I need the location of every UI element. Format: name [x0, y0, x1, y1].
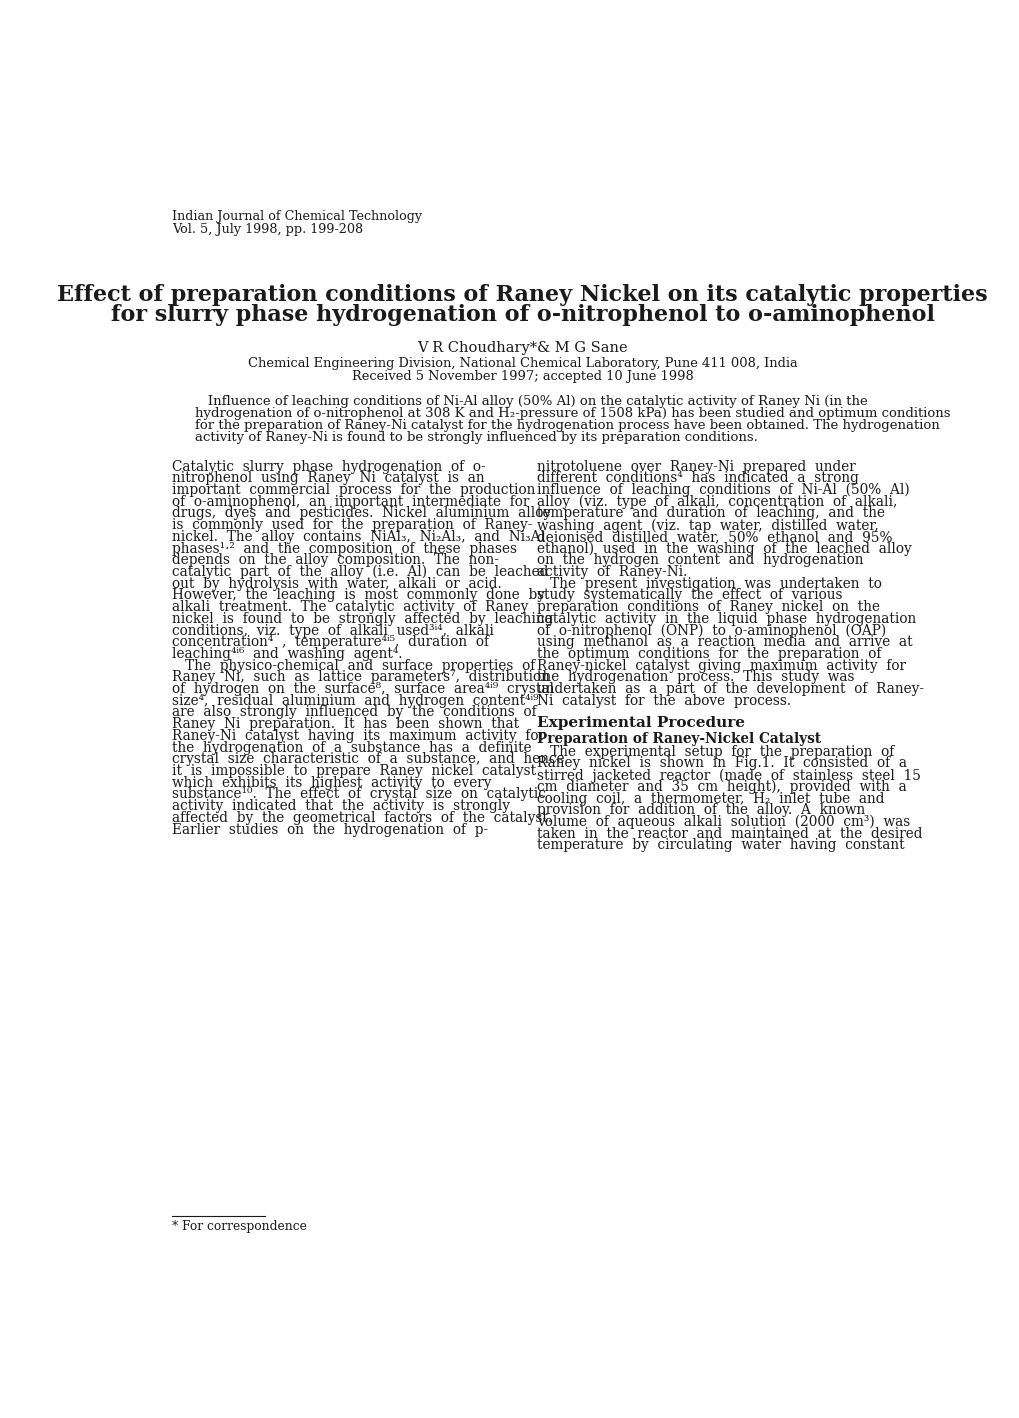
Text: volume  of  aqueous  alkali  solution  (2000  cm³)  was: volume of aqueous alkali solution (2000 … — [536, 815, 909, 830]
Text: phases¹·²  and  the  composition  of  these  phases: phases¹·² and the composition of these p… — [171, 542, 517, 556]
Text: Raney  Ni,  such  as  lattice  parameters⁷,  distribution: Raney Ni, such as lattice parameters⁷, d… — [171, 671, 549, 685]
Text: of  o-nitrophenol  (ONP)  to  o-aminophenol  (OAP): of o-nitrophenol (ONP) to o-aminophenol … — [536, 624, 886, 638]
Text: the  hydrogenation  of  a  substance  has  a  definite: the hydrogenation of a substance has a d… — [171, 740, 531, 754]
Text: is  commonly  used  for  the  preparation  of  Raney-: is commonly used for the preparation of … — [171, 518, 532, 532]
Text: affected  by  the  geometrical  factors  of  the  catalyst.: affected by the geometrical factors of t… — [171, 811, 551, 825]
Text: important  commercial  process  for  the  production: important commercial process for the pro… — [171, 484, 535, 498]
Text: Ni  catalyst  for  the  above  process.: Ni catalyst for the above process. — [536, 693, 790, 708]
Text: The  experimental  setup  for  the  preparation  of: The experimental setup for the preparati… — [536, 744, 893, 759]
Text: alloy  (viz.  type  of  alkali,  concentration  of  alkali,: alloy (viz. type of alkali, concentratio… — [536, 495, 896, 509]
Text: of  o-aminophenol,  an  important  intermediate  for: of o-aminophenol, an important intermedi… — [171, 495, 529, 509]
Text: Earlier  studies  on  the  hydrogenation  of  p-: Earlier studies on the hydrogenation of … — [171, 822, 487, 837]
Text: activity of Raney-Ni is found to be strongly influenced by its preparation condi: activity of Raney-Ni is found to be stro… — [195, 431, 757, 444]
Text: nickel.  The  alloy  contains  NiAl₃,  Ni₂Al₃,  and  Ni₃Al: nickel. The alloy contains NiAl₃, Ni₂Al₃… — [171, 530, 544, 545]
Text: nitrotoluene  over  Raney-Ni  prepared  under: nitrotoluene over Raney-Ni prepared unde… — [536, 459, 855, 474]
Text: Indian Journal of Chemical Technology: Indian Journal of Chemical Technology — [171, 210, 422, 223]
Text: cooling  coil,  a  thermometer,  H₂  inlet  tube  and: cooling coil, a thermometer, H₂ inlet tu… — [536, 791, 883, 805]
Text: the  hydrogenation  process.  This  study  was: the hydrogenation process. This study wa… — [536, 671, 853, 685]
Text: stirred  jacketed  reactor  (made  of  stainless  steel  15: stirred jacketed reactor (made of stainl… — [536, 769, 920, 783]
Text: drugs,  dyes  and  pesticides.  Nickel  aluminium  alloy: drugs, dyes and pesticides. Nickel alumi… — [171, 506, 550, 520]
Text: ethanol)  used  in  the  washing  of  the  leached  alloy: ethanol) used in the washing of the leac… — [536, 542, 911, 556]
Text: temperature  by  circulating  water  having  constant: temperature by circulating water having … — [536, 838, 904, 852]
Text: are  also  strongly  influenced  by  the  conditions  of: are also strongly influenced by the cond… — [171, 706, 536, 719]
Text: substance¹⁰.  The  effect  of  crystal  size  on  catalytic: substance¹⁰. The effect of crystal size … — [171, 787, 545, 801]
Text: nickel  is  found  to  be  strongly  affected  by  leaching: nickel is found to be strongly affected … — [171, 611, 552, 625]
Text: temperature  and  duration  of  leaching,  and  the: temperature and duration of leaching, an… — [536, 506, 883, 520]
Text: undertaken  as  a  part  of  the  development  of  Raney-: undertaken as a part of the development … — [536, 682, 923, 696]
Text: Raney-nickel  catalyst  giving  maximum  activity  for: Raney-nickel catalyst giving maximum act… — [536, 658, 905, 672]
Text: Experimental Procedure: Experimental Procedure — [536, 716, 744, 730]
Text: for slurry phase hydrogenation of o-nitrophenol to o-aminophenol: for slurry phase hydrogenation of o-nitr… — [111, 303, 933, 326]
Text: using  methanol  as  a  reaction  media  and  arrive  at: using methanol as a reaction media and a… — [536, 635, 911, 649]
Text: crystal  size  characteristic  of  a  substance,  and  hence: crystal size characteristic of a substan… — [171, 753, 564, 766]
Text: Preparation of Raney-Nickel Catalyst: Preparation of Raney-Nickel Catalyst — [536, 732, 820, 746]
Text: the  optimum  conditions  for  the  preparation  of: the optimum conditions for the preparati… — [536, 647, 880, 661]
Text: Influence of leaching conditions of Ni-Al alloy (50% Al) on the catalytic activi: Influence of leaching conditions of Ni-A… — [195, 396, 867, 408]
Text: Raney  nickel  is  shown  in  Fig.1.  It  consisted  of  a: Raney nickel is shown in Fig.1. It consi… — [536, 756, 906, 770]
Text: Chemical Engineering Division, National Chemical Laboratory, Pune 411 008, India: Chemical Engineering Division, National … — [248, 356, 797, 370]
Text: activity  indicated  that  the  activity  is  strongly: activity indicated that the activity is … — [171, 800, 509, 813]
Text: of  hydrogen  on  the  surface⁸,  surface  area⁴ⁱ⁹  crystal: of hydrogen on the surface⁸, surface are… — [171, 682, 553, 696]
Text: preparation  conditions  of  Raney  nickel  on  the: preparation conditions of Raney nickel o… — [536, 600, 878, 614]
Text: on  the  hydrogen  content  and  hydrogenation: on the hydrogen content and hydrogenatio… — [536, 553, 862, 567]
Text: Raney-Ni  catalyst  having  its  maximum  activity  for: Raney-Ni catalyst having its maximum act… — [171, 729, 544, 743]
Text: activity  of  Raney-Ni.: activity of Raney-Ni. — [536, 564, 687, 579]
Text: The  present  investigation  was  undertaken  to: The present investigation was undertaken… — [536, 577, 880, 591]
Text: study  systematically  the  effect  of  various: study systematically the effect of vario… — [536, 588, 842, 603]
Text: deionised  distilled  water,  50%  ethanol  and  95%: deionised distilled water, 50% ethanol a… — [536, 530, 892, 545]
Text: out  by  hydrolysis  with  water,  alkali  or  acid.: out by hydrolysis with water, alkali or … — [171, 577, 501, 591]
Text: V R Choudhary*& M G Sane: V R Choudhary*& M G Sane — [417, 342, 628, 354]
Text: Vol. 5, July 1998, pp. 199-208: Vol. 5, July 1998, pp. 199-208 — [171, 223, 363, 235]
Text: influence  of  leaching  conditions  of  Ni-Al  (50%  Al): influence of leaching conditions of Ni-A… — [536, 484, 909, 498]
Text: nitrophenol  using  Raney  Ni  catalyst  is  an: nitrophenol using Raney Ni catalyst is a… — [171, 471, 484, 485]
Text: different  conditions⁴  has  indicated  a  strong: different conditions⁴ has indicated a st… — [536, 471, 858, 485]
Text: which  exhibits  its  highest  activity  to  every: which exhibits its highest activity to e… — [171, 776, 491, 790]
Text: leaching⁴ⁱ⁶  and  washing  agent⁴.: leaching⁴ⁱ⁶ and washing agent⁴. — [171, 647, 401, 661]
Text: * For correspondence: * For correspondence — [171, 1219, 307, 1232]
Text: cm  diameter  and  35  cm  height),  provided  with  a: cm diameter and 35 cm height), provided … — [536, 780, 906, 794]
Text: washing  agent  (viz.  tap  water,  distilled  water,: washing agent (viz. tap water, distilled… — [536, 518, 877, 533]
Text: provision  for  addition  of  the  alloy.  A  known: provision for addition of the alloy. A k… — [536, 803, 864, 817]
Text: Raney  Ni  preparation.  It  has  been  shown  that: Raney Ni preparation. It has been shown … — [171, 718, 519, 732]
Text: catalytic  part  of  the  alloy  (i.e.  Al)  can  be  leached: catalytic part of the alloy (i.e. Al) ca… — [171, 564, 547, 580]
Text: catalytic  activity  in  the  liquid  phase  hydrogenation: catalytic activity in the liquid phase h… — [536, 611, 915, 625]
Text: Catalytic  slurry  phase  hydrogenation  of  o-: Catalytic slurry phase hydrogenation of … — [171, 459, 485, 474]
Text: it  is  impossible  to  prepare  Raney  nickel  catalyst: it is impossible to prepare Raney nickel… — [171, 764, 535, 778]
Text: depends  on  the  alloy  composition.  The  non-: depends on the alloy composition. The no… — [171, 553, 498, 567]
Text: size⁴,  residual  aluminium  and  hydrogen  content⁴ⁱ⁹: size⁴, residual aluminium and hydrogen c… — [171, 693, 538, 708]
Text: hydrogenation of o-nitrophenol at 308 K and H₂-pressure of 1508 kPa) has been st: hydrogenation of o-nitrophenol at 308 K … — [195, 407, 950, 420]
Text: The  physico-chemical  and  surface  properties  of: The physico-chemical and surface propert… — [171, 658, 534, 672]
Text: concentration⁴  ,  temperature⁴ⁱ⁵,  duration  of: concentration⁴ , temperature⁴ⁱ⁵, duratio… — [171, 635, 488, 649]
Text: However,  the  leaching  is  most  commonly  done  by: However, the leaching is most commonly d… — [171, 588, 544, 603]
Text: Received 5 November 1997; accepted 10 June 1998: Received 5 November 1997; accepted 10 Ju… — [352, 370, 693, 383]
Text: conditions,  viz.  type  of  alkali  used³ⁱ⁴,  alkali: conditions, viz. type of alkali used³ⁱ⁴,… — [171, 624, 493, 638]
Text: for the preparation of Raney-Ni catalyst for the hydrogenation process have been: for the preparation of Raney-Ni catalyst… — [195, 418, 938, 432]
Text: taken  in  the  reactor  and  maintained  at  the  desired: taken in the reactor and maintained at t… — [536, 827, 921, 841]
Text: alkali  treatment.  The  catalytic  activity  of  Raney: alkali treatment. The catalytic activity… — [171, 600, 528, 614]
Text: Effect of preparation conditions of Raney Nickel on its catalytic properties: Effect of preparation conditions of Rane… — [57, 284, 987, 306]
